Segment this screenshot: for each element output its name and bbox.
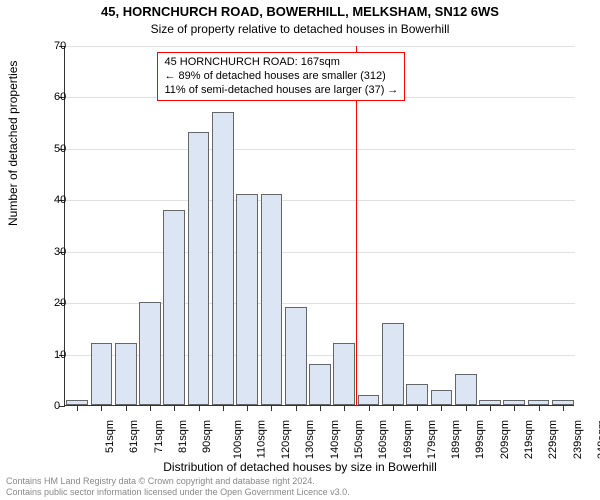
x-tick-label: 120sqm (280, 420, 292, 459)
x-tick (441, 405, 442, 411)
x-tick-label: 179sqm (426, 420, 438, 459)
histogram-bar (309, 364, 331, 405)
y-axis-title: Number of detached properties (6, 61, 20, 226)
y-tick-label: 20 (54, 297, 56, 309)
x-tick-label: 71sqm (153, 420, 165, 453)
histogram-bar (261, 194, 283, 405)
y-tick-label: 30 (54, 246, 56, 258)
chart-container: 45, HORNCHURCH ROAD, BOWERHILL, MELKSHAM… (0, 0, 600, 500)
x-tick-label: 209sqm (499, 420, 511, 459)
histogram-bar (333, 343, 355, 405)
x-tick (563, 405, 564, 411)
grid-line (65, 149, 575, 150)
histogram-bar (358, 395, 380, 405)
annotation-line3: 11% of semi-detached houses are larger (… (164, 84, 398, 98)
y-tick-label: 40 (54, 194, 56, 206)
x-tick (320, 405, 321, 411)
x-tick (466, 405, 467, 411)
x-tick-label: 229sqm (547, 420, 559, 459)
page-title: 45, HORNCHURCH ROAD, BOWERHILL, MELKSHAM… (0, 4, 600, 19)
x-axis-title: Distribution of detached houses by size … (0, 460, 600, 474)
x-tick-label: 199sqm (475, 420, 487, 459)
y-tick-label: 10 (54, 349, 56, 361)
histogram-bar (406, 384, 428, 405)
x-tick-label: 239sqm (572, 420, 584, 459)
x-tick (174, 405, 175, 411)
footer-line1: Contains HM Land Registry data © Crown c… (6, 476, 350, 487)
x-tick-label: 248sqm (596, 420, 600, 459)
grid-line (65, 252, 575, 253)
x-tick-label: 61sqm (128, 420, 140, 453)
annotation-box: 45 HORNCHURCH ROAD: 167sqm ← 89% of deta… (157, 52, 405, 101)
histogram-bar (382, 323, 404, 405)
x-tick (539, 405, 540, 411)
x-tick (514, 405, 515, 411)
histogram-bar (431, 390, 453, 405)
histogram-bar (236, 194, 258, 405)
x-tick (199, 405, 200, 411)
x-tick-label: 160sqm (377, 420, 389, 459)
x-tick-label: 140sqm (329, 420, 341, 459)
x-tick (101, 405, 102, 411)
histogram-bar (188, 132, 210, 405)
histogram-bar (91, 343, 113, 405)
y-tick-label: 50 (54, 143, 56, 155)
x-tick-label: 51sqm (104, 420, 116, 453)
x-tick (223, 405, 224, 411)
x-tick-label: 110sqm (255, 420, 267, 458)
histogram-bar (285, 307, 307, 405)
histogram-bar (163, 210, 185, 405)
x-tick-label: 189sqm (450, 420, 462, 459)
annotation-line1: 45 HORNCHURCH ROAD: 167sqm (164, 56, 398, 70)
y-tick-label: 60 (54, 91, 56, 103)
x-tick-label: 150sqm (353, 420, 365, 459)
annotation-line2: ← 89% of detached houses are smaller (31… (164, 70, 398, 84)
page-subtitle: Size of property relative to detached ho… (0, 22, 600, 36)
grid-line (65, 200, 575, 201)
chart-area: 51sqm61sqm71sqm81sqm90sqm100sqm110sqm120… (64, 46, 574, 406)
x-tick (344, 405, 345, 411)
footer-line2: Contains public sector information licen… (6, 487, 350, 498)
x-tick (271, 405, 272, 411)
histogram-bar (115, 343, 137, 405)
x-tick-label: 81sqm (177, 420, 189, 453)
histogram-bar (212, 112, 234, 405)
x-tick (490, 405, 491, 411)
x-tick-label: 100sqm (232, 420, 244, 459)
y-tick-label: 70 (54, 40, 56, 52)
x-tick (296, 405, 297, 411)
grid-line (65, 46, 575, 47)
x-tick (417, 405, 418, 411)
x-tick (369, 405, 370, 411)
x-tick (150, 405, 151, 411)
footer: Contains HM Land Registry data © Crown c… (6, 476, 350, 498)
x-tick (393, 405, 394, 411)
x-tick (247, 405, 248, 411)
x-tick-label: 90sqm (201, 420, 213, 453)
histogram-bar (455, 374, 477, 405)
x-tick (77, 405, 78, 411)
x-tick (126, 405, 127, 411)
x-tick-label: 219sqm (523, 420, 535, 459)
histogram-bar (139, 302, 161, 405)
y-tick-label: 0 (54, 400, 56, 412)
x-tick-label: 130sqm (305, 420, 317, 459)
x-tick-label: 169sqm (402, 420, 414, 459)
